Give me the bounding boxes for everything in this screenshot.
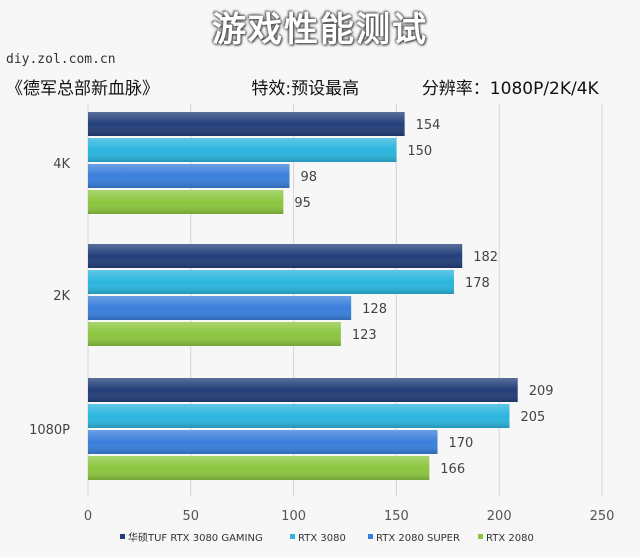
- data-label: 150: [407, 144, 432, 159]
- legend-swatch: [478, 534, 483, 539]
- bar-shade: [88, 112, 405, 136]
- bar-shade: [88, 244, 463, 268]
- data-label: 128: [362, 302, 387, 317]
- x-tick-label: 200: [487, 509, 512, 524]
- data-label: 182: [473, 250, 498, 265]
- bar-shade: [88, 430, 438, 454]
- x-tick-label: 250: [590, 509, 615, 524]
- x-tick-label: 50: [183, 509, 200, 524]
- legend-swatch: [290, 534, 295, 539]
- watermark: diy.zol.com.cn: [6, 52, 116, 67]
- subtitle: 《德军总部新血脉》 特效:预设最高 分辨率：1080P/2K/4K: [6, 74, 636, 99]
- effect-setting: 特效:预设最高: [251, 79, 360, 99]
- data-label: 98: [300, 170, 317, 185]
- bar-shade: [88, 378, 518, 402]
- category-label: 4K: [53, 157, 70, 172]
- data-label: 205: [520, 410, 545, 425]
- legend-label: RTX 2080 SUPER: [376, 533, 460, 544]
- data-label: 95: [294, 196, 311, 211]
- data-label: 209: [529, 384, 554, 399]
- x-tick-label: 100: [281, 509, 306, 524]
- labels: 0 50 100 150 200 250 4K 2K 1080P 154 150 98 95 182 178…: [29, 118, 614, 524]
- data-label: 154: [416, 118, 441, 133]
- legend: 华硕TUF RTX 3080 GAMING RTX 3080 RTX 2080 SU…: [120, 531, 534, 544]
- bars: [88, 112, 518, 480]
- x-tick-label: 0: [84, 509, 92, 524]
- legend-label: RTX 2080: [486, 533, 534, 544]
- resolution-setting: 分辨率：1080P/2K/4K: [421, 79, 599, 99]
- legend-label: RTX 3080: [298, 533, 346, 544]
- bar-shade: [88, 270, 454, 294]
- bar-shade: [88, 456, 430, 480]
- bar-shade: [88, 190, 284, 214]
- bar-shade: [88, 164, 290, 188]
- bar-shade: [88, 296, 352, 320]
- data-label: 166: [440, 462, 465, 477]
- chart-title: 游戏性能测试: [212, 10, 428, 50]
- data-label: 170: [449, 436, 474, 451]
- bar-shade: [88, 404, 510, 428]
- category-label: 2K: [53, 289, 70, 304]
- data-label: 123: [352, 328, 377, 343]
- legend-swatch: [120, 534, 125, 539]
- bar-shade: [88, 322, 341, 346]
- game-title: 《德军总部新血脉》: [6, 79, 159, 99]
- legend-label: 华硕TUF RTX 3080 GAMING: [128, 531, 263, 544]
- data-label: 178: [465, 276, 490, 291]
- category-label: 1080P: [29, 423, 70, 438]
- x-tick-label: 150: [384, 509, 409, 524]
- bar-shade: [88, 138, 397, 162]
- legend-swatch: [368, 534, 373, 539]
